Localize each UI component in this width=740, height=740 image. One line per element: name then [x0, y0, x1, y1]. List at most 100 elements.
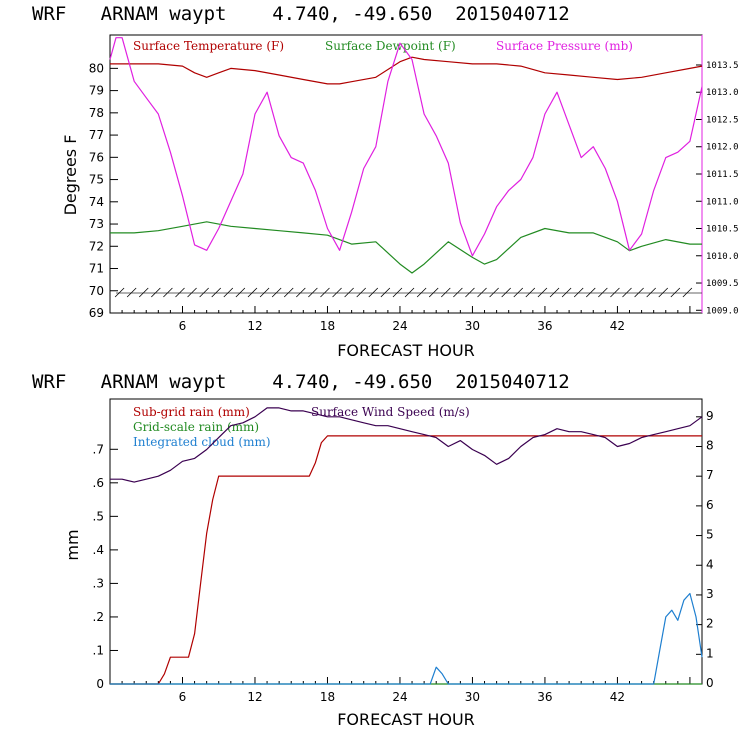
- wind-barb: [332, 287, 342, 298]
- y-tick-label: .4: [93, 543, 104, 557]
- wind-barb: [320, 287, 330, 298]
- wind-barb: [537, 287, 548, 298]
- y-tick-label: 71: [89, 262, 104, 276]
- bottom-legend-subgrid-rain: Sub-grid rain (mm): [133, 405, 250, 419]
- y-tick-label: 76: [89, 150, 104, 164]
- top-legend-dewpoint: Surface Dewpoint (F): [325, 39, 456, 53]
- top-y-ticks: 69 70 71 72 73 74 75 76 77 78 79 80: [89, 61, 118, 320]
- y2-tick-label: 8: [706, 439, 714, 453]
- wind-barb: [138, 287, 149, 298]
- y-tick-label: 75: [89, 173, 104, 187]
- wind-barb: [356, 287, 366, 298]
- wind-barb: [163, 287, 173, 298]
- y2-tick-label: 1011.5: [706, 170, 739, 180]
- top-x-axis-title: FORECAST HOUR: [337, 341, 475, 360]
- wind-barb: [175, 287, 185, 298]
- y2-tick-label: 1013.5: [706, 61, 739, 71]
- y2-tick-label: 1012.5: [706, 115, 739, 125]
- wind-barb: [634, 287, 644, 298]
- wind-barb: [549, 287, 560, 298]
- bottom-series: [110, 407, 703, 685]
- bottom-y2-ticks: 0 1 2 3 4 5 6 7 8 9: [696, 409, 714, 690]
- y2-tick-label: 1009.5: [706, 279, 739, 289]
- y2-tick-label: 1012.0: [706, 143, 739, 153]
- x-tick-label: 18: [320, 690, 335, 704]
- y-tick-label: 77: [89, 128, 104, 142]
- wind-barb: [561, 287, 572, 298]
- x-tick-label: 6: [179, 319, 187, 333]
- wind-barb: [296, 287, 306, 298]
- y-tick-label: 72: [89, 239, 104, 253]
- top-plot-frame: [109, 34, 703, 314]
- top-legend-temperature: Surface Temperature (F): [133, 39, 284, 53]
- y-tick-label: 74: [89, 195, 104, 209]
- y2-tick-label: 1010.0: [706, 252, 739, 262]
- bottom-legend-gridscale-rain: Grid-scale rain (mm): [133, 420, 259, 434]
- bottom-panel-title: WRF ARNAM waypt 4.740, -49.650 201504071…: [32, 371, 570, 393]
- y2-tick-label: 1009.0: [706, 306, 739, 316]
- y2-tick-label: 9: [706, 409, 714, 423]
- wind-barb: [585, 287, 596, 298]
- x-tick-label: 12: [247, 319, 262, 333]
- bottom-y-axis-title: mm: [63, 529, 82, 560]
- y-tick-label: 73: [89, 217, 104, 231]
- x-tick-label: 30: [465, 319, 480, 333]
- bottom-x-axis-title: FORECAST HOUR: [337, 710, 475, 729]
- x-tick-label: 24: [392, 319, 407, 333]
- y-tick-label: .3: [93, 576, 104, 590]
- wind-barb: [223, 287, 234, 298]
- y2-tick-label: 1010.5: [706, 225, 739, 235]
- y-tick-label: 69: [89, 306, 104, 320]
- top-panel-title: WRF ARNAM waypt 4.740, -49.650 201504071…: [32, 3, 570, 25]
- bottom-panel: WRF ARNAM waypt 4.740, -49.650 201504071…: [32, 371, 714, 729]
- wind-barb: [501, 287, 511, 298]
- top-legend-pressure: Surface Pressure (mb): [496, 39, 633, 53]
- bottom-legend-integrated-cloud: Integrated cloud (mm): [133, 435, 271, 449]
- wind-barb: [344, 287, 354, 298]
- y-tick-label: 0: [96, 677, 104, 691]
- y2-tick-label: 1: [706, 646, 714, 660]
- wind-barb: [187, 287, 197, 298]
- wind-barb: [658, 287, 669, 298]
- wind-barb: [428, 287, 439, 298]
- x-tick-label: 12: [247, 690, 262, 704]
- series-line-surface-temperature-f: [110, 56, 703, 85]
- series-line-surface-wind-speed-m-s: [110, 407, 703, 483]
- y2-tick-label: 0: [706, 676, 714, 690]
- series-line-integrated-cloud-mm: [110, 592, 703, 685]
- y2-tick-label: 7: [706, 468, 714, 482]
- wind-barb: [453, 287, 463, 298]
- wind-barb: [610, 287, 620, 298]
- y-tick-label: 78: [89, 106, 104, 120]
- wind-barb: [199, 287, 209, 298]
- wind-barb: [646, 287, 656, 298]
- y-tick-label: .2: [93, 610, 104, 624]
- y-tick-label: .5: [93, 509, 104, 523]
- x-tick-label: 24: [392, 690, 407, 704]
- wind-barb: [622, 287, 632, 298]
- wind-barb: [247, 287, 258, 298]
- wind-barb: [126, 287, 137, 298]
- wind-barb: [670, 287, 681, 298]
- top-wind-barbs: [114, 287, 702, 298]
- wind-barb: [682, 287, 693, 298]
- wind-barb: [573, 287, 584, 298]
- y2-tick-label: 2: [706, 617, 714, 631]
- series-line-surface-dewpoint-f: [110, 221, 702, 274]
- top-y2-ticks: 1009.0 1009.5 1010.0 1010.5 1011.0 1011.5 1012…: [696, 35, 739, 316]
- x-tick-label: 42: [610, 319, 625, 333]
- wind-barb: [441, 287, 451, 298]
- y-tick-label: 79: [89, 84, 104, 98]
- wind-barb: [308, 287, 318, 298]
- x-tick-label: 36: [537, 690, 552, 704]
- y2-tick-label: 3: [706, 587, 714, 601]
- top-y-axis-title: Degrees F: [61, 135, 80, 216]
- series-line-sub-grid-rain-mm: [110, 435, 702, 685]
- bottom-y-ticks: 0 .1 .2 .3 .4 .5 .6 .7: [93, 442, 118, 691]
- wind-barb: [525, 287, 536, 298]
- wind-barb: [404, 287, 415, 298]
- y-tick-label: .7: [93, 442, 104, 456]
- top-series: [109, 37, 703, 274]
- wind-barb: [235, 287, 246, 298]
